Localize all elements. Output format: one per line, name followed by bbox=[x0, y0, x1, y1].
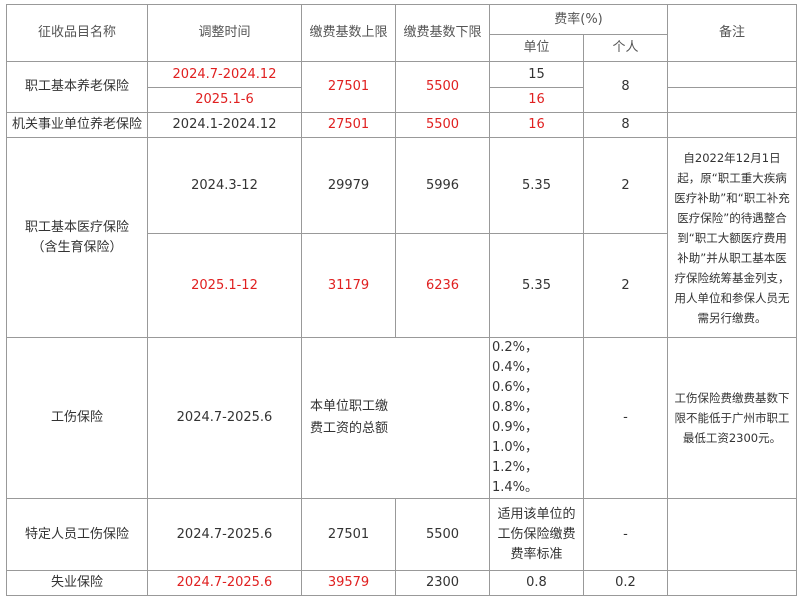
injury-remark: 工伤保险费缴费基数下限不能低于广州市职工最低工资2300元。 bbox=[667, 337, 797, 499]
injury-time: 2024.7-2025.6 bbox=[147, 337, 302, 499]
unemployment-lower: 2300 bbox=[395, 570, 490, 596]
medical-unit-1: 5.35 bbox=[489, 137, 584, 234]
header-rate: 费率(%) bbox=[489, 4, 668, 35]
special-injury-upper: 27501 bbox=[301, 498, 396, 571]
injury-base: 本单位职工缴费工资的总额 bbox=[301, 337, 490, 499]
pension-unit-1: 15 bbox=[489, 61, 584, 88]
gov-pension-remark bbox=[667, 112, 797, 138]
pension-remark-2 bbox=[667, 87, 797, 113]
pension-time-2: 2025.1-6 bbox=[147, 87, 302, 113]
medical-time-1: 2024.3-12 bbox=[147, 137, 302, 234]
injury-rates: 0.2%，0.4%，0.6%，0.8%，0.9%，1.0%，1.2%，1.4%。 bbox=[489, 337, 584, 499]
medical-remark: 自2022年12月1日起，原“职工重大疾病医疗补助”和“职工补充医疗保险”的待遇… bbox=[667, 137, 797, 338]
unemployment-time: 2024.7-2025.6 bbox=[147, 570, 302, 596]
pension-personal: 8 bbox=[583, 61, 668, 113]
header-lower: 缴费基数下限 bbox=[395, 4, 490, 62]
medical-personal-2: 2 bbox=[583, 233, 668, 338]
special-injury-time: 2024.7-2025.6 bbox=[147, 498, 302, 571]
header-personal: 个人 bbox=[583, 34, 668, 62]
special-injury-unit: 适用该单位的工伤保险缴费费率标准 bbox=[489, 498, 584, 571]
social-insurance-table: 征收品目名称 调整时间 缴费基数上限 缴费基数下限 费率(%) 备注 单位 个人… bbox=[6, 4, 797, 596]
injury-personal: - bbox=[583, 337, 668, 499]
unemployment-remark bbox=[667, 570, 797, 596]
header-unit: 单位 bbox=[489, 34, 584, 62]
gov-pension-unit: 16 bbox=[489, 112, 584, 138]
injury-name: 工伤保险 bbox=[6, 337, 148, 499]
special-injury-lower: 5500 bbox=[395, 498, 490, 571]
special-injury-personal: - bbox=[583, 498, 668, 571]
pension-time-1: 2024.7-2024.12 bbox=[147, 61, 302, 88]
medical-name: 职工基本医疗保险 （含生育保险） bbox=[6, 137, 148, 338]
medical-name-sub: （含生育保险） bbox=[31, 239, 123, 255]
injury-base-text: 本单位职工缴费工资的总额 bbox=[310, 399, 389, 436]
special-injury-remark bbox=[667, 498, 797, 571]
gov-pension-lower: 5500 bbox=[395, 112, 490, 138]
medical-lower-2: 6236 bbox=[395, 233, 490, 338]
medical-upper-2: 31179 bbox=[301, 233, 396, 338]
unemployment-name: 失业保险 bbox=[6, 570, 148, 596]
header-remark: 备注 bbox=[667, 4, 797, 62]
unemployment-unit: 0.8 bbox=[489, 570, 584, 596]
medical-name-main: 职工基本医疗保险 bbox=[24, 219, 129, 235]
gov-pension-time: 2024.1-2024.12 bbox=[147, 112, 302, 138]
pension-unit-2: 16 bbox=[489, 87, 584, 113]
medical-time-2: 2025.1-12 bbox=[147, 233, 302, 338]
special-injury-name: 特定人员工伤保险 bbox=[6, 498, 148, 571]
medical-upper-1: 29979 bbox=[301, 137, 396, 234]
unemployment-upper: 39579 bbox=[301, 570, 396, 596]
gov-pension-upper: 27501 bbox=[301, 112, 396, 138]
pension-name: 职工基本养老保险 bbox=[6, 61, 148, 113]
medical-lower-1: 5996 bbox=[395, 137, 490, 234]
gov-pension-name: 机关事业单位养老保险 bbox=[6, 112, 148, 138]
header-name: 征收品目名称 bbox=[6, 4, 148, 62]
pension-lower: 5500 bbox=[395, 61, 490, 113]
unemployment-personal: 0.2 bbox=[583, 570, 668, 596]
gov-pension-personal: 8 bbox=[583, 112, 668, 138]
header-upper: 缴费基数上限 bbox=[301, 4, 396, 62]
header-time: 调整时间 bbox=[147, 4, 302, 62]
pension-upper: 27501 bbox=[301, 61, 396, 113]
medical-unit-2: 5.35 bbox=[489, 233, 584, 338]
medical-personal-1: 2 bbox=[583, 137, 668, 234]
pension-remark-1 bbox=[667, 61, 797, 88]
